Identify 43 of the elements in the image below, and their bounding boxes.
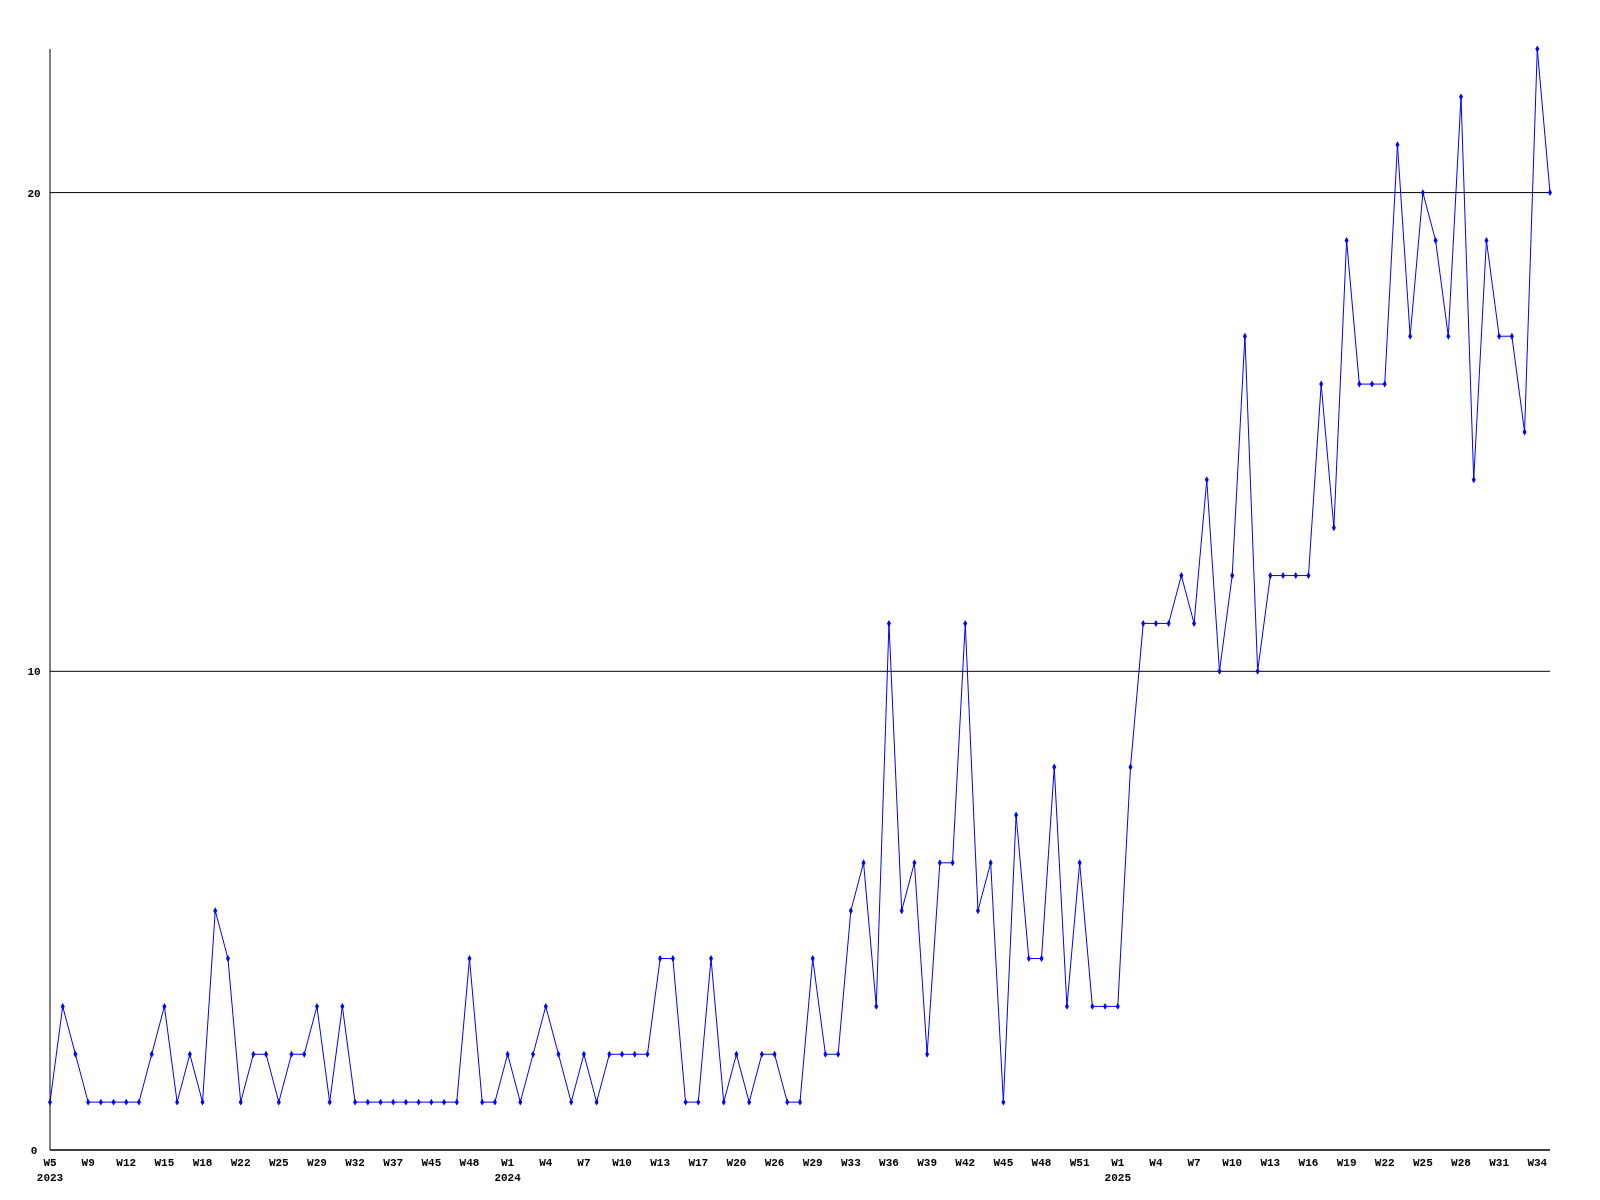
x-tick-label: W34	[1527, 1157, 1548, 1169]
x-tick-label: W15	[154, 1157, 175, 1169]
x-tick-label: W36	[879, 1157, 899, 1169]
x-tick-label: W9	[81, 1157, 95, 1169]
x-tick-label: W22	[230, 1157, 251, 1169]
x-tick-label: W16	[1298, 1157, 1319, 1169]
x-tick-label: W1 2025	[1104, 1157, 1132, 1184]
x-tick-label: W13	[1260, 1157, 1281, 1169]
x-tick-label: W10	[1222, 1157, 1243, 1169]
x-tick-label: W31	[1489, 1157, 1510, 1169]
x-tick-label: W17	[688, 1157, 709, 1169]
y-tick-label: 20	[27, 187, 41, 200]
x-tick-label: W48	[1031, 1157, 1052, 1169]
y-tick-label: 10	[27, 666, 41, 679]
x-tick-label: W25	[1412, 1157, 1434, 1169]
x-tick-label: W51	[1069, 1157, 1090, 1169]
x-tick-label: W29	[307, 1157, 327, 1169]
x-tick-label: W37	[383, 1157, 404, 1169]
x-tick-label: W7	[1187, 1157, 1201, 1169]
x-tick-label: W32	[345, 1157, 365, 1169]
y-tick-label: 0	[30, 1145, 38, 1157]
x-tick-label: W29	[802, 1157, 823, 1169]
x-tick-label: W45	[993, 1157, 1014, 1169]
x-tick-label: W39	[917, 1157, 938, 1169]
x-tick-label: W25	[268, 1157, 290, 1169]
x-tick-label: W45	[421, 1157, 442, 1169]
x-tick-label: W22	[1374, 1157, 1395, 1169]
x-tick-label: W10	[612, 1157, 632, 1169]
x-tick-label: W5 2023	[36, 1157, 64, 1184]
x-tick-label: W19	[1336, 1157, 1357, 1169]
x-tick-label: W12	[116, 1157, 137, 1169]
x-tick-label: W42	[955, 1157, 976, 1169]
x-tick-label: W26	[764, 1157, 785, 1169]
x-tick-label: W28	[1451, 1157, 1472, 1169]
x-tick-label: W18	[192, 1157, 213, 1169]
x-tick-label: W33	[840, 1157, 862, 1169]
x-tick-label: W7	[577, 1157, 591, 1169]
x-tick-label: W4	[539, 1157, 553, 1169]
x-tick-label: W13	[650, 1157, 671, 1169]
x-tick-label: W4	[1149, 1157, 1163, 1169]
x-tick-label: W48	[459, 1157, 480, 1169]
x-tick-label: W20	[726, 1157, 747, 1169]
x-tick-label: W1 2024	[494, 1157, 522, 1184]
